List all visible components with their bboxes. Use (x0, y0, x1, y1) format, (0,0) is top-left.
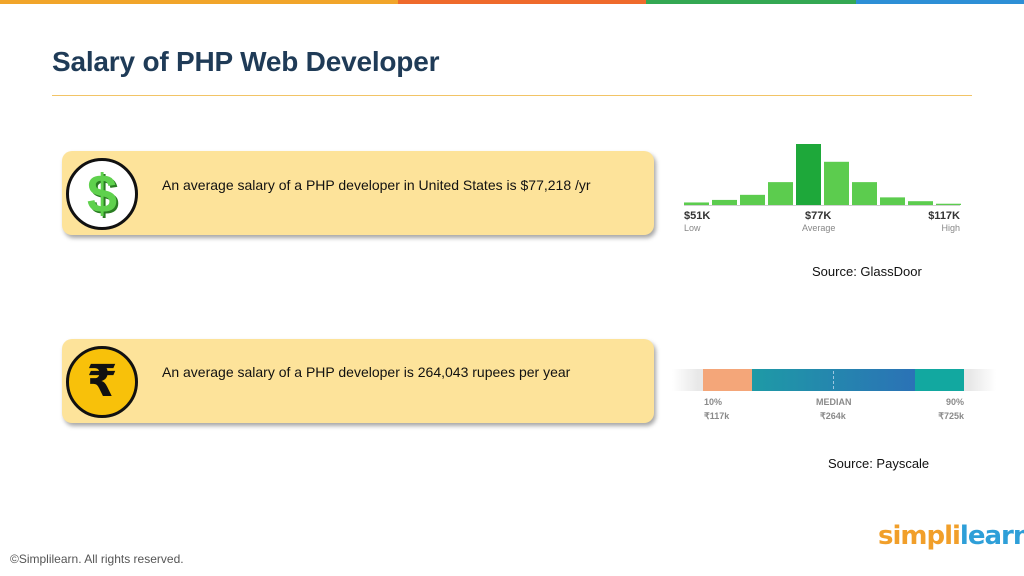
usa-salary-card: $ An average salary of a PHP developer i… (62, 151, 654, 235)
top-bar-orange (0, 0, 398, 4)
p10-value: ₹117k (704, 411, 730, 421)
india-salary-text: An average salary of a PHP developer is … (162, 364, 571, 380)
histogram-bar (936, 203, 961, 205)
p10-label: 10% (704, 397, 723, 407)
histogram-axis (684, 205, 960, 206)
rupee-icon: ₹ (66, 346, 138, 418)
high-salary-label: High (941, 223, 960, 233)
histogram-bar (852, 182, 877, 205)
title-underline (52, 95, 972, 96)
glassdoor-source: Source: GlassDoor (812, 264, 922, 279)
rupee-glyph: ₹ (86, 356, 118, 407)
median-marker (833, 371, 834, 389)
range-upper-segment (915, 369, 964, 391)
histogram-bar (880, 197, 905, 205)
average-salary-label: Average (802, 223, 836, 233)
top-color-bar (0, 0, 1024, 4)
histogram-bar (796, 144, 821, 205)
p90-label: 90% (945, 397, 964, 407)
histogram-bar (712, 199, 737, 205)
median-value: ₹264k (820, 411, 846, 421)
histogram-bar (768, 182, 793, 205)
simplilearn-logo: simplilearn (878, 521, 1024, 551)
dollar-glyph: $ (86, 164, 118, 224)
top-bar-green (646, 0, 856, 4)
p90-value: ₹725k (938, 411, 964, 421)
histogram-bar (740, 194, 765, 205)
india-salary-card: ₹ An average salary of a PHP developer i… (62, 339, 654, 423)
high-salary-value: $117K (928, 210, 960, 222)
histogram-bar (824, 161, 849, 205)
range-lower-segment (703, 369, 752, 391)
histogram-bar (684, 202, 709, 205)
usa-salary-text: An average salary of a PHP developer in … (162, 177, 591, 193)
dollar-icon: $ (66, 158, 138, 230)
low-salary-value: $51K (684, 210, 711, 222)
top-bar-blue (856, 0, 1024, 4)
payscale-source: Source: Payscale (828, 456, 930, 471)
median-label: MEDIAN (816, 397, 852, 407)
average-salary-value: $77K (805, 210, 832, 222)
glassdoor-histogram (684, 144, 961, 205)
low-salary-label: Low (684, 223, 701, 233)
copyright-text: ©Simplilearn. All rights reserved. (10, 552, 184, 566)
histogram-bar (908, 201, 933, 205)
slide-title: Salary of PHP Web Developer (52, 46, 440, 77)
top-bar-red (398, 0, 646, 4)
logo-learn: learn (959, 521, 1024, 551)
logo-simpli: simpli (878, 521, 961, 551)
